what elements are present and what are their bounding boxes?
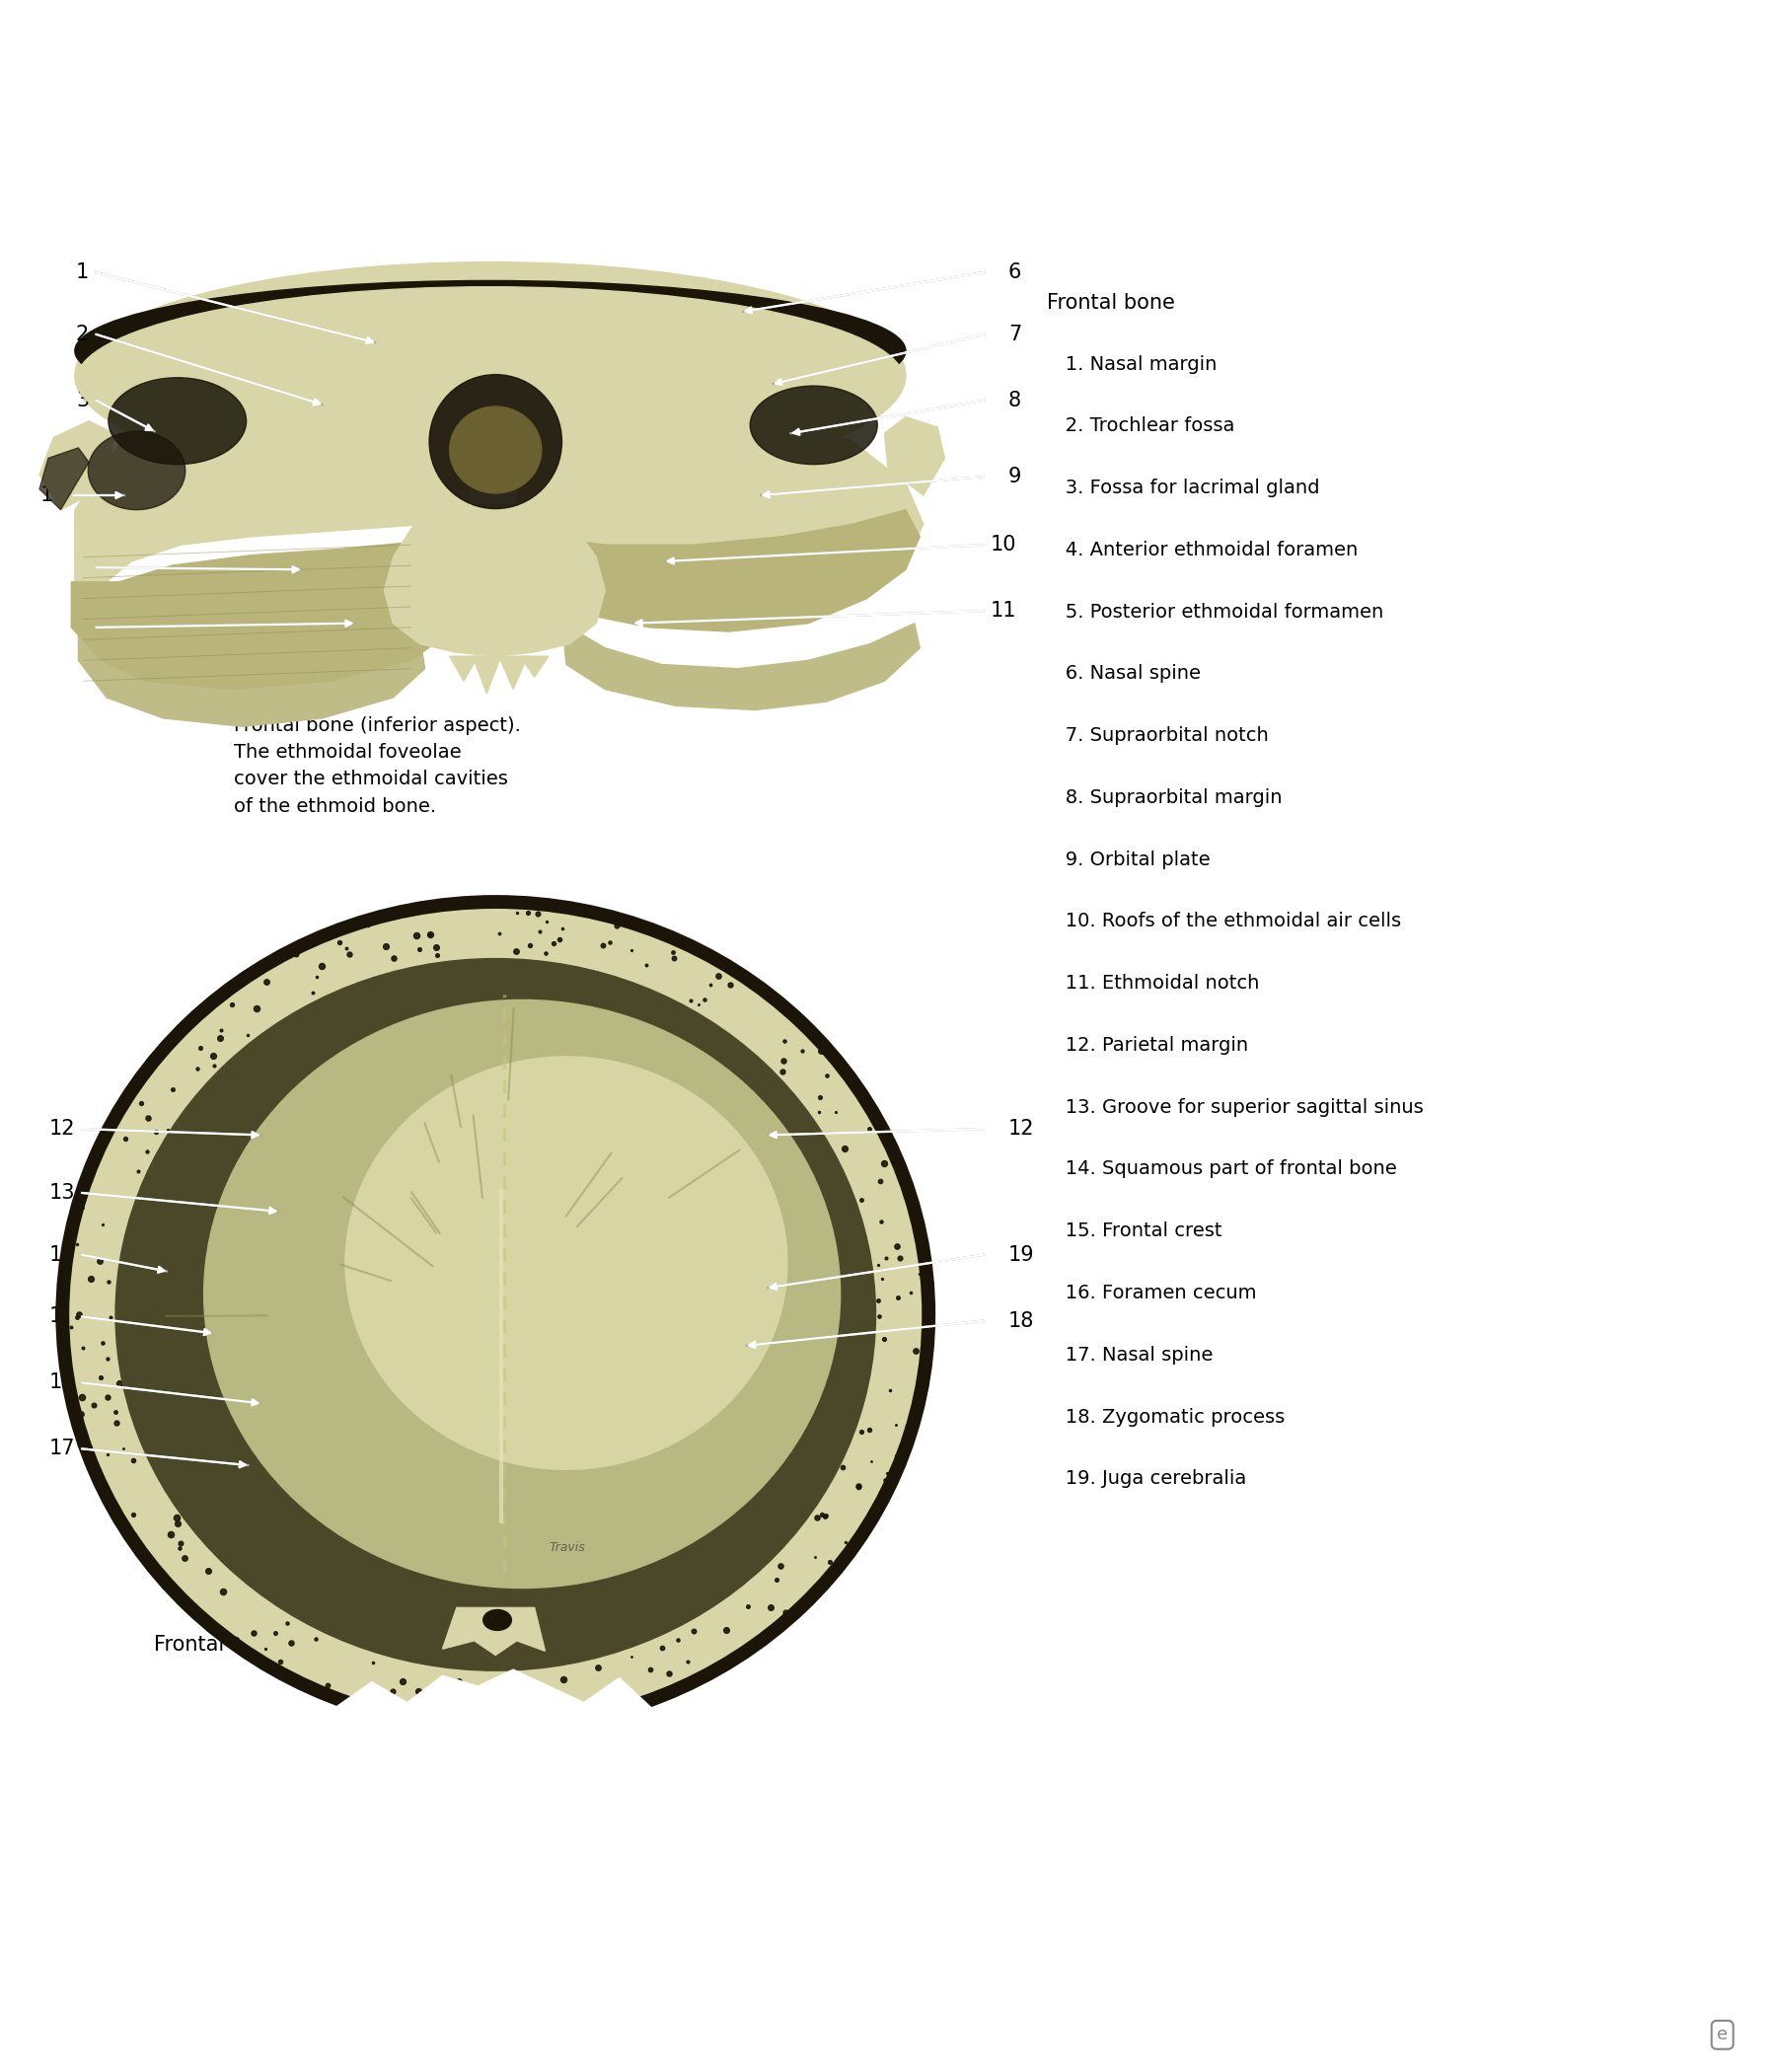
Text: 1. Nasal margin: 1. Nasal margin <box>1048 354 1217 373</box>
Text: 5: 5 <box>76 617 89 638</box>
Text: 14: 14 <box>48 1245 75 1264</box>
Text: 3: 3 <box>76 390 89 410</box>
Text: 2. Trochlear fossa: 2. Trochlear fossa <box>1048 416 1234 435</box>
Ellipse shape <box>75 261 906 489</box>
Ellipse shape <box>115 959 876 1670</box>
Polygon shape <box>520 657 549 678</box>
Text: 7. Supraorbital notch: 7. Supraorbital notch <box>1048 727 1268 746</box>
Text: 1: 1 <box>76 263 89 282</box>
Text: 13. Groove for superior sagittal sinus: 13. Groove for superior sagittal sinus <box>1048 1098 1424 1117</box>
Polygon shape <box>384 503 606 657</box>
Text: 18: 18 <box>1009 1312 1034 1330</box>
Text: 8. Supraorbital margin: 8. Supraorbital margin <box>1048 787 1282 808</box>
Text: e: e <box>1717 2026 1728 2043</box>
Text: Frontal bone (inferior aspect).
The ethmoidal foveolae
cover the ethmoidal cavit: Frontal bone (inferior aspect). The ethm… <box>234 717 520 816</box>
Text: 18: 18 <box>41 485 66 506</box>
Ellipse shape <box>89 431 185 510</box>
Text: 12: 12 <box>48 1119 75 1140</box>
Text: 12: 12 <box>1009 1119 1034 1140</box>
Text: 19: 19 <box>1009 1245 1034 1264</box>
Polygon shape <box>563 624 920 711</box>
Ellipse shape <box>449 406 542 493</box>
Text: 17: 17 <box>48 1438 75 1459</box>
Ellipse shape <box>108 377 247 464</box>
Text: 14. Squamous part of frontal bone: 14. Squamous part of frontal bone <box>1048 1160 1398 1179</box>
Polygon shape <box>71 524 469 690</box>
Polygon shape <box>336 1670 655 1790</box>
Text: 10: 10 <box>991 535 1016 555</box>
Polygon shape <box>499 657 527 690</box>
Text: 11. Ethmoidal notch: 11. Ethmoidal notch <box>1048 974 1259 992</box>
Text: 4. Anterior ethmoidal foramen: 4. Anterior ethmoidal foramen <box>1048 541 1359 559</box>
Text: 10. Roofs of the ethmoidal air cells: 10. Roofs of the ethmoidal air cells <box>1048 912 1401 930</box>
Text: 9. Orbital plate: 9. Orbital plate <box>1048 850 1211 868</box>
Ellipse shape <box>483 1610 511 1631</box>
Polygon shape <box>884 416 945 495</box>
Ellipse shape <box>75 280 906 421</box>
Polygon shape <box>472 657 501 694</box>
Text: 6: 6 <box>1009 263 1021 282</box>
Ellipse shape <box>62 901 929 1728</box>
Polygon shape <box>449 657 478 682</box>
Polygon shape <box>39 448 89 510</box>
Ellipse shape <box>76 286 904 472</box>
Text: 12. Parietal margin: 12. Parietal margin <box>1048 1036 1249 1055</box>
Polygon shape <box>508 410 924 603</box>
Polygon shape <box>78 628 424 727</box>
Text: 16. Foramen cecum: 16. Foramen cecum <box>1048 1285 1257 1303</box>
Text: 5. Posterior ethmoidal formamen: 5. Posterior ethmoidal formamen <box>1048 603 1384 622</box>
Polygon shape <box>39 421 114 510</box>
Text: 17. Nasal spine: 17. Nasal spine <box>1048 1345 1213 1363</box>
Polygon shape <box>75 416 469 586</box>
Text: 15: 15 <box>48 1307 75 1326</box>
Text: 3. Fossa for lacrimal gland: 3. Fossa for lacrimal gland <box>1048 479 1320 497</box>
Text: 2: 2 <box>76 325 89 344</box>
Text: 19. Juga cerebralia: 19. Juga cerebralia <box>1048 1469 1247 1488</box>
Text: Frontal bone: Frontal bone <box>1048 292 1176 313</box>
Text: 15. Frontal crest: 15. Frontal crest <box>1048 1222 1222 1241</box>
Text: Frontal bone (posterior aspect): Frontal bone (posterior aspect) <box>155 1635 472 1653</box>
Text: 13: 13 <box>48 1183 75 1202</box>
Text: 9: 9 <box>1009 466 1021 487</box>
Text: 8: 8 <box>1009 390 1021 410</box>
Text: 18. Zygomatic process: 18. Zygomatic process <box>1048 1407 1286 1426</box>
Polygon shape <box>442 1608 545 1656</box>
Polygon shape <box>508 510 920 632</box>
Text: 7: 7 <box>1009 325 1021 344</box>
Ellipse shape <box>204 1001 840 1587</box>
Ellipse shape <box>345 1057 787 1469</box>
Ellipse shape <box>430 375 561 510</box>
Ellipse shape <box>749 385 877 464</box>
Text: 4: 4 <box>76 557 89 578</box>
Text: 6. Nasal spine: 6. Nasal spine <box>1048 665 1201 684</box>
Text: Travis: Travis <box>549 1542 584 1554</box>
Text: 11: 11 <box>991 601 1016 622</box>
Text: 16: 16 <box>48 1374 75 1392</box>
